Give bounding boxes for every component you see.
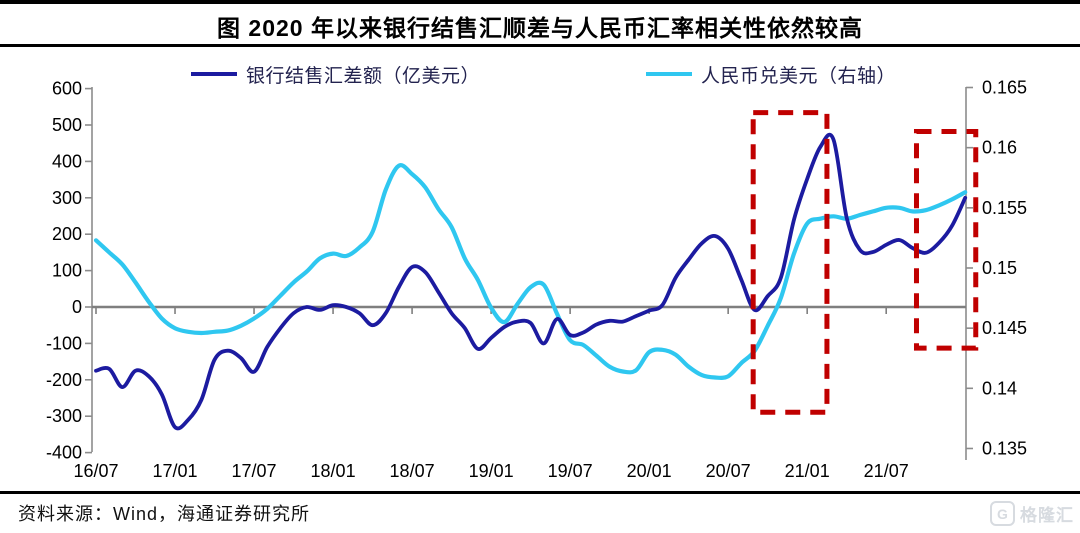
top-border-line (0, 0, 1080, 4)
chart-legend: 银行结售汇差额（亿美元） 人民币兑美元（右轴） (0, 62, 1080, 87)
left-axis-tick-label: 100 (52, 261, 82, 281)
left-axis-tick-label: -400 (46, 443, 82, 463)
right-axis-tick-label: 0.16 (982, 138, 1017, 158)
gelonghui-logo-icon: G (990, 501, 1015, 526)
left-axis-tick-label: 300 (52, 188, 82, 208)
series-cny-usd-line (93, 163, 968, 380)
left-axis-tick-label: -200 (46, 370, 82, 390)
left-axis-tick-label: 400 (52, 151, 82, 171)
left-axis-tick-label: -300 (46, 406, 82, 426)
x-axis-tick-label: 17/01 (152, 461, 197, 481)
title-divider-line (0, 44, 1080, 47)
source-text: 资料来源：Wind，海通证券研究所 (18, 504, 311, 524)
left-axis-tick-label: 500 (52, 115, 82, 135)
x-axis-tick-label: 19/07 (548, 461, 593, 481)
right-axis-tick-label: 0.14 (982, 378, 1017, 398)
right-axis-tick-label: 0.155 (982, 198, 1027, 218)
x-axis-tick-label: 18/07 (390, 461, 435, 481)
left-axis-tick-label: 600 (52, 79, 82, 99)
series-settlement-balance-line (94, 132, 968, 431)
legend-item-cny-usd: 人民币兑美元（右轴） (646, 62, 897, 87)
left-axis-tick-label: 200 (52, 224, 82, 244)
footer-divider-line (0, 491, 1080, 494)
left-axis-tick-label: -100 (46, 333, 82, 353)
right-axis-tick-label: 0.135 (982, 438, 1027, 458)
highlight-box-1 (750, 110, 830, 415)
right-axis-tick-label: 0.145 (982, 318, 1027, 338)
right-axis-tick-label: 0.165 (982, 78, 1027, 98)
chart-title: 图 2020 年以来银行结售汇顺差与人民币汇率相关性依然较高 (217, 15, 863, 41)
x-axis-tick-label: 19/01 (469, 461, 514, 481)
highlight-box-2 (913, 129, 979, 351)
gelonghui-logo-text: 格隆汇 (1020, 506, 1074, 525)
legend-line-swatch-cyan (646, 72, 692, 76)
right-axis-tick-label: 0.15 (982, 258, 1017, 278)
x-axis-tick-label: 21/01 (785, 461, 830, 481)
legend-item-settlement-balance: 银行结售汇差额（亿美元） (191, 62, 481, 87)
legend-line-swatch-dark (191, 72, 237, 76)
left-axis-tick-label: 0 (72, 297, 82, 317)
x-axis-tick-label: 20/07 (706, 461, 751, 481)
x-axis-tick-label: 16/07 (73, 461, 118, 481)
legend-label-cny-usd: 人民币兑美元（右轴） (701, 65, 897, 87)
x-axis-tick-label: 18/01 (311, 461, 356, 481)
legend-label-settlement-balance: 银行结售汇差额（亿美元） (246, 65, 481, 87)
gelonghui-watermark: G 格隆汇 (990, 501, 1074, 526)
x-axis-tick-label: 20/01 (627, 461, 672, 481)
x-axis-tick-label: 17/07 (232, 461, 277, 481)
x-axis-tick-label: 21/07 (864, 461, 909, 481)
